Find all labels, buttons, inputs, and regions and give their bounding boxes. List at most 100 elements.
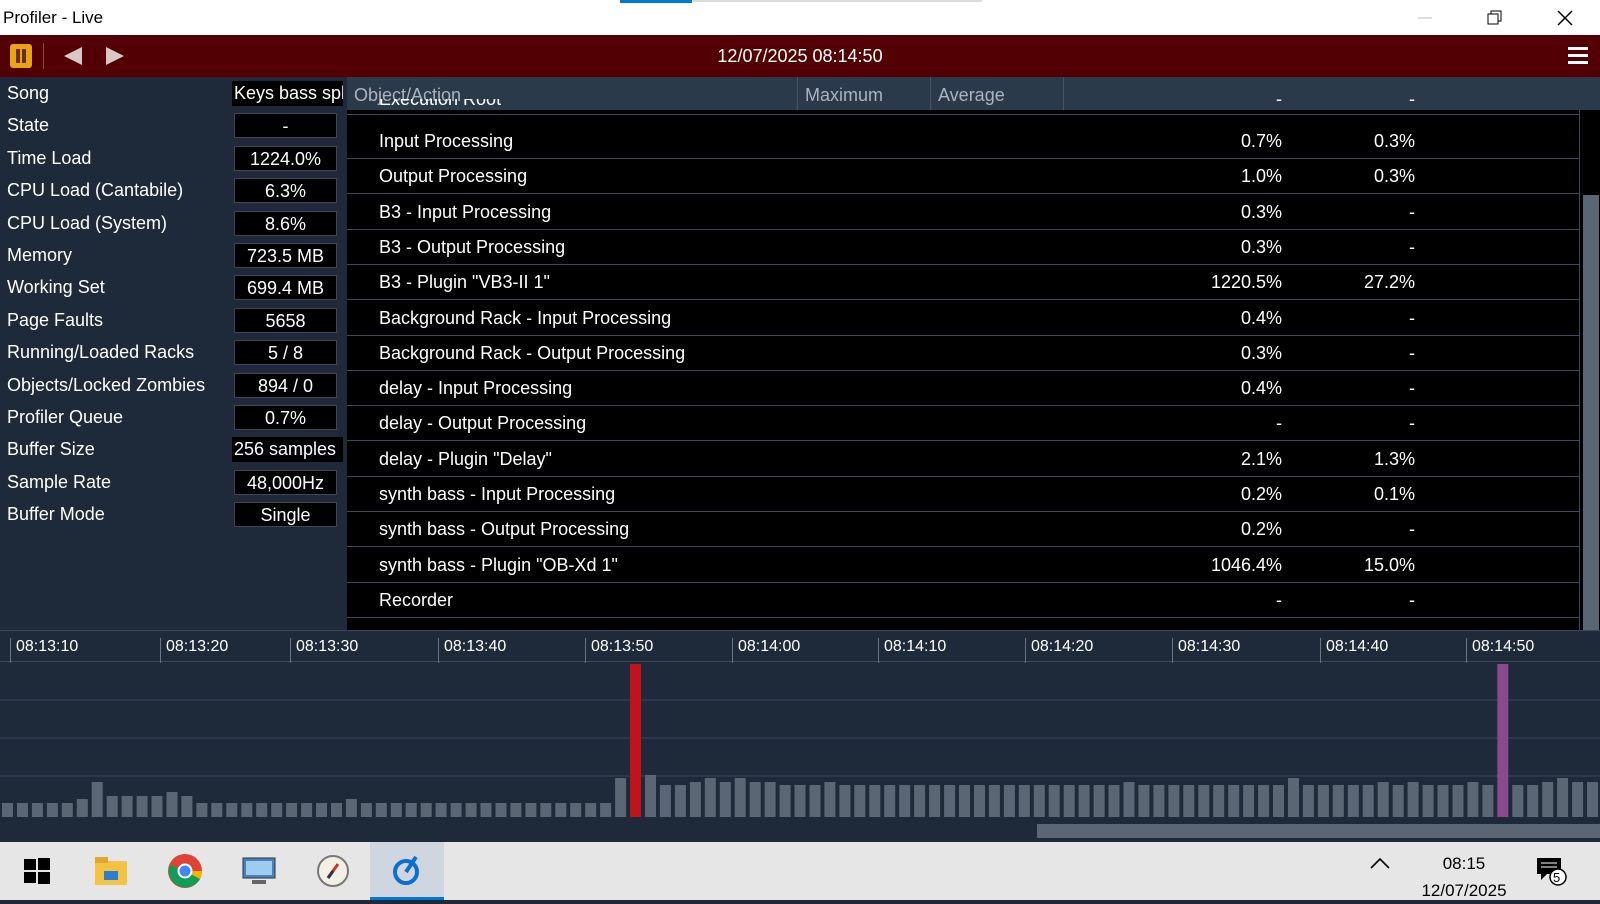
graph-bar[interactable] (196, 803, 208, 817)
graph-bar[interactable] (1198, 785, 1210, 817)
graph-bar[interactable] (1168, 785, 1180, 817)
graph-bar[interactable] (704, 778, 716, 817)
column-header-object[interactable]: Object/Action (347, 77, 798, 110)
column-header-maximum[interactable]: Maximum (798, 77, 931, 110)
graph-bar[interactable] (480, 803, 492, 817)
column-header-average[interactable]: Average (931, 77, 1064, 110)
graph-bar[interactable] (1572, 782, 1584, 817)
graph-bar[interactable] (1317, 785, 1329, 817)
table-row[interactable]: Recorder - - (347, 582, 1579, 618)
horizontal-scrollbar-thumb[interactable] (1037, 824, 1600, 838)
graph-bar[interactable] (1018, 785, 1030, 817)
graph-bar[interactable] (136, 796, 148, 817)
graph-bar[interactable] (1093, 785, 1105, 817)
graph-bar[interactable] (839, 785, 851, 817)
graph-bar[interactable] (1467, 782, 1479, 817)
graph-bar[interactable] (1557, 778, 1569, 817)
graph-bar[interactable] (884, 785, 896, 817)
graph-bar[interactable] (1377, 782, 1389, 817)
table-row[interactable]: synth bass - Plugin "OB-Xd 1" 1046.4% 15.0… (347, 547, 1579, 583)
graph-bar[interactable] (1288, 778, 1299, 817)
graph-bar[interactable] (944, 785, 956, 817)
graph-bar[interactable] (31, 803, 43, 817)
graph-bar[interactable] (974, 785, 985, 817)
table-row[interactable]: Background Rack - Input Processing 0.4% - (347, 300, 1579, 336)
graph-bar[interactable] (435, 803, 447, 817)
file-explorer-icon[interactable] (74, 842, 148, 900)
graph-bar[interactable] (779, 785, 791, 817)
graph-bar[interactable] (1123, 782, 1135, 817)
graph-bar[interactable] (121, 796, 133, 817)
graph-bar[interactable] (1273, 785, 1284, 817)
graph-bar[interactable] (1033, 785, 1045, 817)
table-row[interactable]: B3 - Output Processing 0.3% - (347, 229, 1579, 265)
table-row[interactable]: Input Processing 0.7% 0.3% (347, 123, 1579, 159)
graph-bar[interactable] (1258, 785, 1270, 817)
graph-bar[interactable] (525, 803, 537, 817)
graph-bar[interactable] (375, 803, 387, 817)
graph-bar[interactable] (301, 803, 313, 817)
graph-bar[interactable] (749, 782, 761, 817)
graph-bar[interactable] (181, 796, 193, 817)
remote-desktop-icon[interactable] (222, 842, 296, 900)
graph-bar[interactable] (555, 803, 567, 817)
windows-start-icon[interactable] (0, 842, 74, 900)
graph-bar[interactable] (615, 778, 627, 817)
graph-bar[interactable] (1063, 785, 1075, 817)
tray-overflow-chevron-icon[interactable] (1370, 856, 1390, 870)
graph-bar[interactable] (1437, 785, 1449, 817)
graph-bar[interactable] (1228, 785, 1240, 817)
graph-bar[interactable] (689, 782, 701, 817)
graph-bar[interactable] (988, 785, 1000, 817)
graph-bar[interactable] (540, 803, 552, 817)
graph-bar[interactable] (899, 785, 911, 817)
table-row[interactable]: synth bass - Output Processing 0.2% - (347, 511, 1579, 548)
graph-bar[interactable] (764, 782, 776, 817)
graph-bar[interactable] (809, 785, 821, 817)
graph-bar[interactable] (1153, 785, 1165, 817)
graph-bar[interactable] (211, 803, 223, 817)
graph-bar[interactable] (1587, 782, 1598, 817)
graph-bar[interactable] (256, 803, 268, 817)
graph-bar[interactable] (914, 785, 926, 817)
graph-bar[interactable] (1078, 785, 1090, 817)
graph-bar[interactable] (1482, 785, 1494, 817)
graph-bar[interactable] (1003, 785, 1015, 817)
graph-bar[interactable] (824, 782, 836, 817)
graph-bar[interactable] (854, 785, 866, 817)
graph-bar[interactable] (2, 803, 13, 817)
graph-bar[interactable] (1362, 785, 1374, 817)
graph-bar[interactable] (510, 803, 522, 817)
cantabile-app-icon[interactable] (370, 842, 444, 900)
graph-bar[interactable] (570, 803, 582, 817)
table-row[interactable]: delay - Output Processing - - (347, 405, 1579, 442)
vertical-scrollbar[interactable] (1579, 110, 1600, 630)
close-button[interactable] (1542, 0, 1588, 35)
graph-spike-bar[interactable] (630, 664, 641, 817)
graph-bar[interactable] (1332, 785, 1344, 817)
graph-bar[interactable] (17, 803, 28, 817)
graph-bar[interactable] (271, 803, 283, 817)
graph-bar[interactable] (91, 782, 103, 817)
graph-bar[interactable] (1108, 785, 1120, 817)
graph-bar[interactable] (106, 796, 118, 817)
load-graph[interactable] (0, 662, 1600, 817)
table-row[interactable]: Background Rack - Output Processing 0.3% - (347, 335, 1579, 371)
graph-bar[interactable] (331, 803, 342, 817)
pause-button[interactable] (10, 44, 32, 68)
chrome-icon[interactable] (148, 842, 222, 900)
graph-bar[interactable] (61, 803, 73, 817)
graph-bar[interactable] (316, 803, 327, 817)
graph-bar[interactable] (1243, 785, 1255, 817)
graph-bar[interactable] (495, 803, 507, 817)
graph-bar[interactable] (719, 782, 731, 817)
graph-bar[interactable] (360, 803, 372, 817)
graph-bar[interactable] (286, 803, 298, 817)
graph-bar[interactable] (1213, 785, 1225, 817)
graph-bar[interactable] (674, 785, 686, 817)
table-row[interactable]: B3 - Plugin "VB3-II 1" 1220.5% 27.2% (347, 264, 1579, 301)
graph-bar[interactable] (450, 803, 462, 817)
hamburger-menu-icon[interactable] (1568, 47, 1588, 65)
graph-bar[interactable] (1512, 785, 1524, 817)
table-row[interactable]: delay - Plugin "Delay" 2.1% 1.3% (347, 441, 1579, 477)
